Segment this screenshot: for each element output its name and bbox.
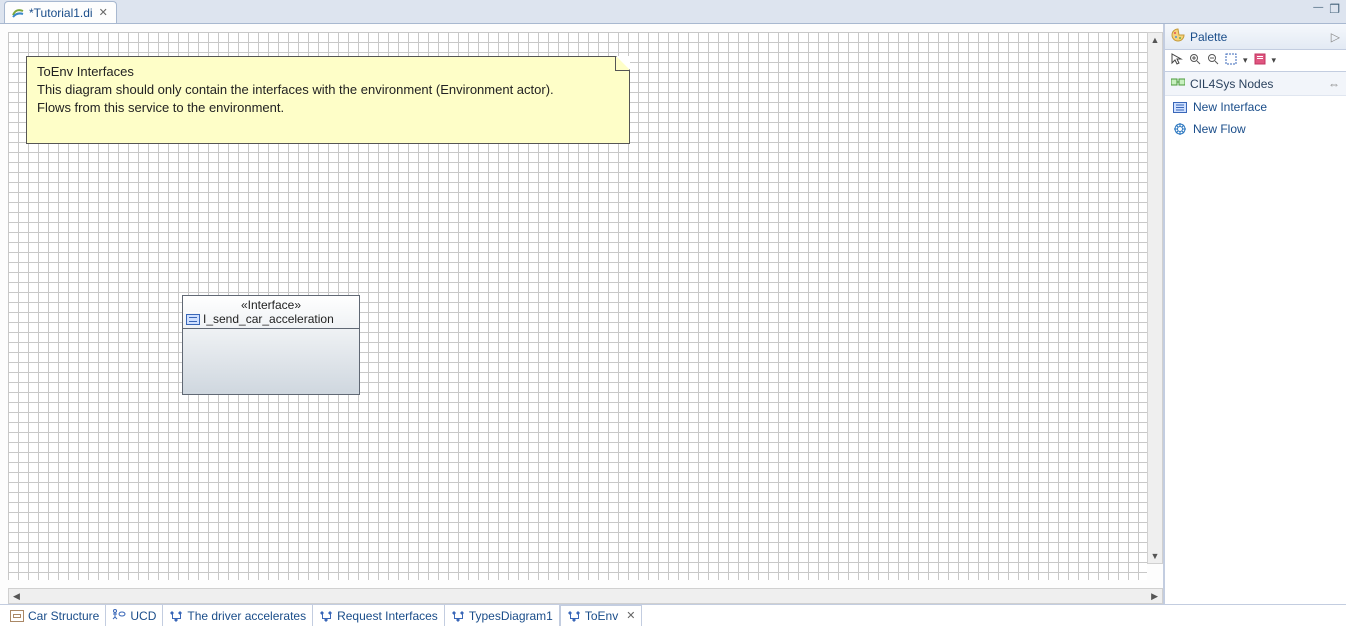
- palette-item-label: New Interface: [1193, 100, 1267, 114]
- section-collapse-icon[interactable]: ⇔: [1328, 77, 1340, 91]
- canvas-scroll: ToEnv Interfaces This diagram should onl…: [0, 24, 1163, 588]
- tab-toenv[interactable]: ToEnv ✕: [560, 605, 643, 626]
- ucd-icon: [112, 608, 126, 623]
- toolbar-dropdown-icon[interactable]: ▾: [1243, 55, 1248, 66]
- palette-title: Palette: [1190, 30, 1227, 44]
- interface-icon: [186, 314, 200, 325]
- close-tab-icon[interactable]: ✕: [622, 609, 635, 622]
- note-line1: This diagram should only contain the int…: [37, 81, 619, 99]
- palette-header[interactable]: Palette ▷: [1165, 24, 1346, 50]
- interface-compartment: [183, 329, 359, 394]
- tab-label: Request Interfaces: [337, 609, 438, 623]
- window-controls: — ❐: [1313, 2, 1340, 16]
- palette-item-new-flow[interactable]: New Flow: [1165, 118, 1346, 140]
- tab-driver-accelerates[interactable]: The driver accelerates: [163, 605, 313, 626]
- section-icon: [1171, 76, 1185, 91]
- tree-icon: [451, 610, 465, 622]
- interface-name: I_send_car_acceleration: [203, 312, 334, 326]
- tab-label: TypesDiagram1: [469, 609, 553, 623]
- interface-icon: [1173, 100, 1187, 114]
- marquee-tool-icon[interactable]: [1225, 53, 1237, 68]
- tab-label: UCD: [130, 609, 156, 623]
- tree-icon: [567, 610, 581, 622]
- editor-tab-active[interactable]: *Tutorial1.di ✕: [4, 1, 117, 23]
- papyrus-icon: [11, 6, 25, 20]
- minimize-button[interactable]: —: [1313, 2, 1323, 16]
- scroll-up-icon[interactable]: ▲: [1151, 33, 1160, 47]
- scroll-down-icon[interactable]: ▼: [1151, 549, 1160, 563]
- pointer-tool-icon[interactable]: [1171, 53, 1183, 68]
- scroll-left-icon[interactable]: ◀: [9, 591, 24, 602]
- tab-label: The driver accelerates: [187, 609, 306, 623]
- zoom-in-icon[interactable]: [1189, 53, 1201, 68]
- main-area: ToEnv Interfaces This diagram should onl…: [0, 24, 1346, 604]
- palette-section-header[interactable]: CIL4Sys Nodes ⇔: [1165, 72, 1346, 96]
- scroll-right-icon[interactable]: ▶: [1147, 591, 1162, 602]
- palette-toolbar: ▾ ▾: [1165, 50, 1346, 72]
- tab-ucd[interactable]: UCD: [106, 605, 163, 626]
- section-title: CIL4Sys Nodes: [1190, 77, 1273, 91]
- palette-item-new-interface[interactable]: New Interface: [1165, 96, 1346, 118]
- tab-label: Car Structure: [28, 609, 99, 623]
- palette-panel: Palette ▷ ▾ ▾: [1164, 24, 1346, 604]
- editor-tabbar: *Tutorial1.di ✕ — ❐: [0, 0, 1346, 24]
- tab-car-structure[interactable]: Car Structure: [4, 605, 106, 626]
- tree-icon: [319, 610, 333, 622]
- note-line2: Flows from this service to the environme…: [37, 99, 619, 117]
- close-tab-icon[interactable]: ✕: [97, 6, 110, 19]
- tab-request-interfaces[interactable]: Request Interfaces: [313, 605, 445, 626]
- palette-icon: [1171, 28, 1185, 45]
- zoom-out-icon[interactable]: [1207, 53, 1219, 68]
- horizontal-scrollbar[interactable]: ◀ ▶: [8, 588, 1163, 604]
- canvas-pane: ToEnv Interfaces This diagram should onl…: [0, 24, 1164, 604]
- interface-stereotype: «Interface»: [183, 296, 359, 312]
- flow-icon: [1173, 122, 1187, 136]
- note-title: ToEnv Interfaces: [37, 63, 619, 81]
- interface-name-row: I_send_car_acceleration: [183, 312, 359, 329]
- diagram-note[interactable]: ToEnv Interfaces This diagram should onl…: [26, 56, 630, 144]
- structure-icon: [10, 610, 24, 622]
- editor-tab-title: *Tutorial1.di: [29, 6, 93, 20]
- tab-label: ToEnv: [585, 609, 618, 623]
- palette-chevron-icon[interactable]: ▷: [1331, 30, 1340, 44]
- diagram-tabs: Car Structure UCD The driver accelerates…: [0, 604, 1346, 626]
- tab-types-diagram[interactable]: TypesDiagram1: [445, 605, 560, 626]
- tree-icon: [169, 610, 183, 622]
- note-tool-icon[interactable]: [1254, 53, 1266, 68]
- diagram-canvas[interactable]: ToEnv Interfaces This diagram should onl…: [8, 32, 1147, 580]
- interface-element[interactable]: «Interface» I_send_car_acceleration: [182, 295, 360, 395]
- vertical-scrollbar[interactable]: ▲ ▼: [1147, 32, 1163, 564]
- palette-item-label: New Flow: [1193, 122, 1246, 136]
- maximize-button[interactable]: ❐: [1329, 2, 1340, 16]
- toolbar-dropdown2-icon[interactable]: ▾: [1272, 55, 1277, 66]
